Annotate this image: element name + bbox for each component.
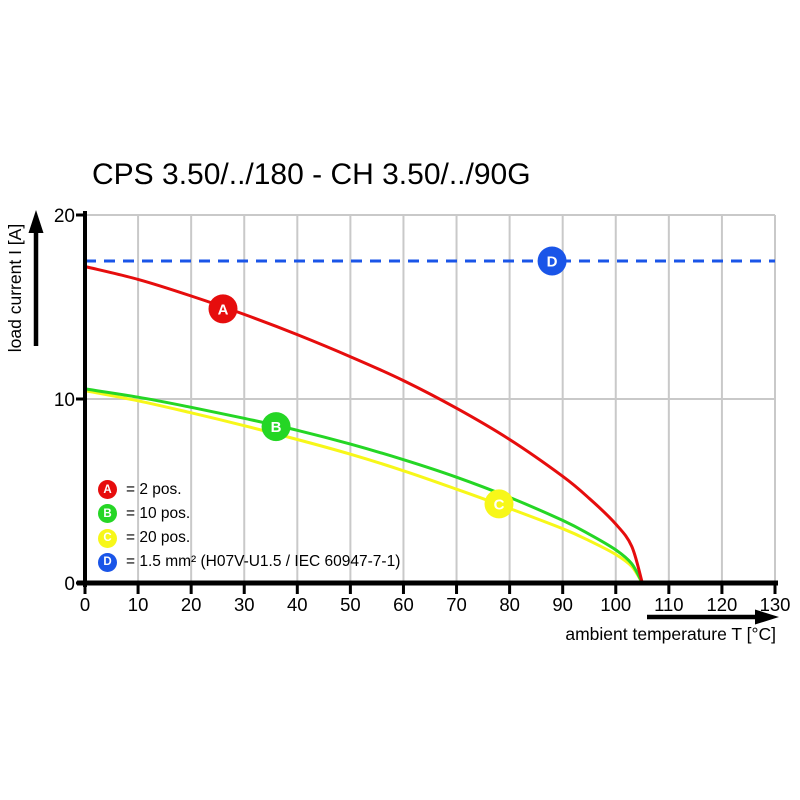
curve-a <box>84 265 644 584</box>
legend-item-c: C = 20 pos. <box>98 528 400 548</box>
legend-item-d: D = 1.5 mm² (H07V-U1.5 / IEC 60947-7-1) <box>98 552 401 572</box>
legend-badge-a: A <box>98 480 117 499</box>
marker-letter: D <box>547 254 558 271</box>
legend-item-label: = 2 pos. <box>126 480 182 498</box>
x-tick-label: 20 <box>181 594 202 615</box>
legend-item-label: = 10 pos. <box>126 504 191 522</box>
curve-marker-d: D <box>537 246 567 276</box>
marker-circle <box>261 412 291 442</box>
curve-marker-a: A <box>208 294 238 324</box>
marker-circle <box>537 246 567 276</box>
marker-letter: B <box>271 419 282 436</box>
x-tick-label: 80 <box>499 594 520 615</box>
x-tick-label: 60 <box>393 594 414 615</box>
x-tick-label: 90 <box>552 594 573 615</box>
y-tick-label: 20 <box>54 206 75 227</box>
legend-badge-d: D <box>98 552 117 572</box>
y-tick-labels: 0 10 20 <box>54 206 75 595</box>
legend-item-label: = 20 pos. <box>126 529 191 547</box>
x-tick-label: 40 <box>287 594 308 615</box>
x-tick-label: 110 <box>654 594 684 615</box>
x-tick-label: 70 <box>446 594 467 615</box>
legend-item-a: A = 2 pos. <box>98 480 400 499</box>
marker-circle <box>484 489 514 519</box>
curve-marker-b: B <box>261 412 291 442</box>
x-tick-label: 50 <box>340 594 361 615</box>
marker-circle <box>208 294 238 324</box>
curves <box>84 259 775 584</box>
x-tick-label: 130 <box>760 594 791 615</box>
x-axis-arrow-head <box>755 609 779 625</box>
x-tick-label: 30 <box>234 594 255 615</box>
x-axis-title: ambient temperature T [°C] <box>565 624 776 644</box>
chart-title: CPS 3.50/../180 - CH 3.50/../90G <box>92 158 531 191</box>
curve-markers: A B C D <box>208 246 567 519</box>
legend-item-b: B = 10 pos. <box>98 504 400 524</box>
curve-marker-c: C <box>484 489 514 519</box>
x-tick-label: 10 <box>128 594 149 615</box>
axes <box>76 211 778 594</box>
marker-letter: C <box>494 496 505 513</box>
x-tick-label: 120 <box>706 594 737 615</box>
legend-badge-b: B <box>98 504 117 524</box>
marker-letter: A <box>218 301 229 318</box>
x-tick-label: 100 <box>600 594 631 615</box>
gridlines <box>85 214 776 583</box>
legend-item-label: = 1.5 mm² (H07V-U1.5 / IEC 60947-7-1) <box>126 553 401 571</box>
legend: A = 2 pos. B = 10 pos. C = 20 pos. D = 1.5 mm² … <box>98 480 400 577</box>
y-axis-arrow-head <box>28 210 44 233</box>
y-tick-label: 0 <box>64 574 75 595</box>
x-tick-label: 0 <box>80 594 90 615</box>
axis-arrows <box>28 210 779 625</box>
x-tick-labels: 0 10 20 30 40 50 60 70 80 90 100 110 120 130 <box>80 594 791 615</box>
legend-badge-c: C <box>98 528 117 548</box>
curve-c <box>84 389 644 584</box>
y-tick-label: 10 <box>54 390 75 411</box>
curve-b <box>84 387 644 584</box>
